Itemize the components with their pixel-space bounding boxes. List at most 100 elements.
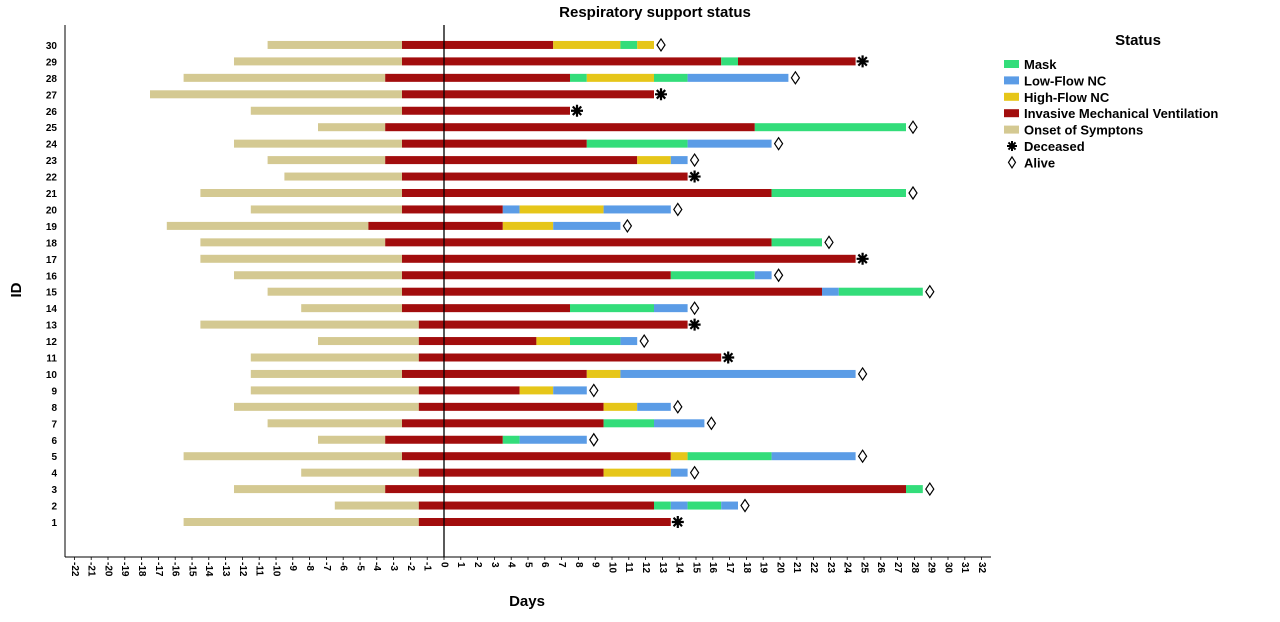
- mask-segment: [771, 189, 906, 197]
- x-tick-label: 29: [926, 562, 937, 574]
- alive-marker: [706, 416, 717, 431]
- high-segment: [586, 73, 654, 82]
- imv-segment: [402, 419, 604, 428]
- patient-row-25: [318, 120, 918, 135]
- alive-marker: [857, 366, 868, 382]
- imv-segment: [402, 304, 570, 313]
- imv-segment: [385, 156, 638, 165]
- mask-segment: [687, 452, 772, 461]
- patient-row-1: [183, 516, 684, 528]
- deceased-marker: [722, 351, 735, 364]
- onset-bar: [183, 452, 402, 461]
- low-segment: [654, 304, 688, 313]
- imv-segment: [418, 337, 537, 346]
- chart-title: Respiratory support status: [559, 4, 751, 21]
- legend-label: Onset of Symptons: [1024, 123, 1143, 138]
- alive-marker: [689, 465, 700, 480]
- x-tick-label: -10: [270, 562, 281, 577]
- legend-item-deceased: Deceased: [1007, 139, 1085, 154]
- x-tick-label: -4: [371, 562, 382, 571]
- y-tick-label: 1: [51, 518, 57, 529]
- low-segment: [771, 452, 856, 461]
- onset-bar: [301, 304, 402, 313]
- x-tick-label: 17: [724, 562, 735, 574]
- legend-swatch: [1004, 125, 1019, 134]
- x-tick-label: -7: [321, 562, 332, 571]
- low-segment: [822, 287, 839, 296]
- x-axis-ticks: -22 -21 -20 -19 -18 -17 -16 -15 -14 -13 -12 -11 -10-…: [69, 557, 987, 577]
- y-tick-label: 12: [46, 337, 58, 348]
- patient-row-6: [318, 432, 599, 447]
- legend-item-onset: Onset of Symptons: [1004, 123, 1143, 138]
- alive-marker: [673, 202, 683, 217]
- alive-marker: [773, 268, 784, 283]
- imv-segment: [402, 205, 503, 214]
- mask-segment: [620, 40, 638, 49]
- low-segment: [687, 73, 789, 82]
- patient-row-21: [200, 185, 918, 201]
- legend-deceased-icon: [1007, 141, 1017, 151]
- imv-segment: [418, 501, 654, 510]
- high-segment: [586, 369, 621, 378]
- imv-segment: [402, 106, 570, 115]
- onset-bar: [234, 271, 402, 280]
- high-segment: [519, 386, 554, 395]
- patient-row-3: [234, 482, 935, 497]
- legend-item-alive: Alive: [1007, 155, 1055, 170]
- y-tick-label: 15: [46, 288, 58, 299]
- high-segment: [553, 40, 621, 49]
- patient-row-23: [267, 153, 700, 168]
- x-tick-label: -1: [422, 562, 433, 571]
- x-tick-label: 12: [640, 562, 651, 574]
- imv-segment: [402, 40, 554, 49]
- onset-bar: [318, 337, 419, 346]
- imv-segment: [738, 57, 856, 66]
- imv-segment: [418, 320, 688, 329]
- mask-segment: [906, 485, 923, 494]
- patient-row-13: [200, 318, 701, 331]
- y-tick-label: 20: [46, 205, 58, 216]
- onset-bar: [183, 73, 386, 82]
- mask-segment: [838, 287, 923, 296]
- alive-marker: [589, 383, 599, 398]
- onset-bar: [234, 485, 386, 494]
- y-tick-label: 30: [46, 41, 58, 52]
- mask-segment: [654, 73, 688, 82]
- onset-bar: [200, 189, 402, 197]
- y-tick-label: 28: [46, 74, 58, 85]
- imv-segment: [402, 452, 671, 461]
- mask-segment: [570, 73, 587, 82]
- alive-marker: [925, 284, 935, 299]
- x-tick-label: 31: [959, 562, 970, 574]
- onset-bar: [250, 205, 402, 214]
- y-tick-label: 29: [46, 57, 58, 68]
- patient-row-9: [250, 383, 599, 398]
- x-tick-label: -20: [102, 562, 113, 577]
- y-axis-label: ID: [8, 282, 25, 297]
- legend-swatch: [1004, 109, 1019, 118]
- x-tick-label: -16: [170, 562, 181, 577]
- imv-segment: [368, 221, 503, 230]
- x-tick-label: -5: [354, 562, 365, 571]
- y-tick-label: 22: [46, 173, 58, 184]
- x-tick-label: -8: [304, 562, 315, 571]
- patient-row-22: [284, 170, 701, 183]
- onset-bar: [183, 518, 419, 526]
- alive-marker: [740, 498, 750, 513]
- x-tick-label: -14: [203, 562, 214, 577]
- y-tick-label: 3: [51, 485, 57, 496]
- high-segment: [670, 452, 688, 461]
- onset-bar: [267, 40, 402, 49]
- onset-bar: [284, 172, 402, 181]
- y-axis-ticks: 1234567891011121314151617181920212223242…: [46, 41, 58, 529]
- patient-row-14: [301, 301, 700, 316]
- onset-bar: [250, 386, 419, 395]
- x-tick-label: 16: [707, 562, 718, 574]
- patient-row-30: [267, 37, 666, 53]
- y-tick-label: 23: [46, 156, 58, 167]
- high-segment: [502, 221, 554, 230]
- x-tick-label: -9: [287, 562, 298, 571]
- high-segment: [637, 156, 671, 165]
- onset-bar: [250, 369, 402, 378]
